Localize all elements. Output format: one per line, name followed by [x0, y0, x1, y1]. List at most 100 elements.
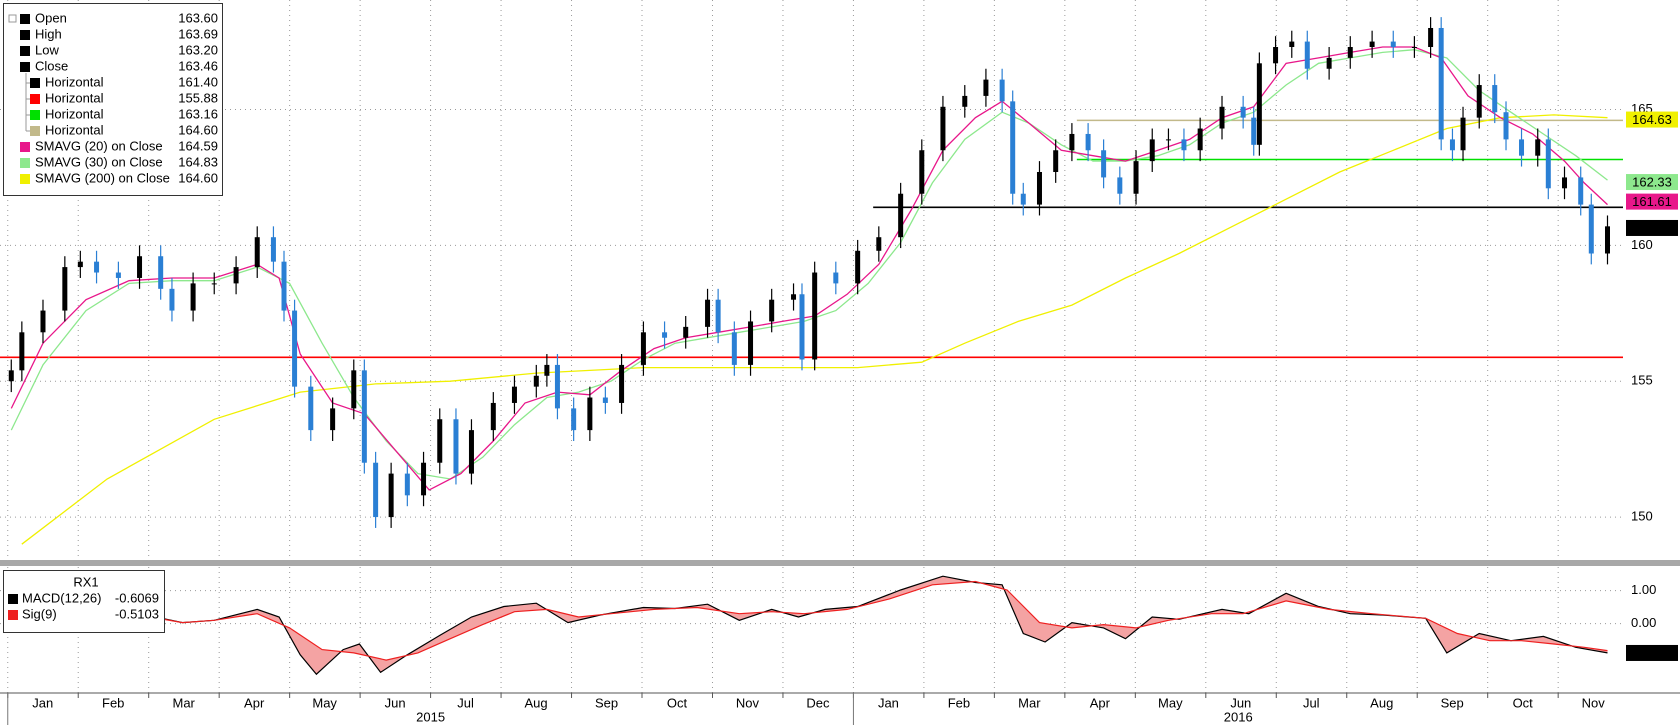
y-tick-label: 160: [1631, 237, 1653, 252]
candle-body: [1197, 128, 1203, 151]
x-tick-label: Jan: [878, 695, 899, 710]
legend-value: 155.88: [178, 90, 218, 105]
candle-body: [1101, 150, 1107, 178]
candle-body: [602, 397, 608, 403]
last-value-box: [1626, 644, 1678, 661]
y-tick-label: 0.00: [1631, 615, 1656, 630]
legends: Open 163.60 High 163.69 Low 163.20 Close 163.46…: [3, 3, 223, 633]
candle-body: [453, 419, 459, 474]
x-tick-label: Jan: [32, 695, 53, 710]
legend-label: SMAVG (200) on Close: [35, 170, 170, 185]
legend-value: 163.16: [178, 106, 218, 121]
legend-label: SMAVG (30) on Close: [35, 154, 163, 169]
legend-swatch: [20, 46, 30, 56]
candle-body: [468, 430, 474, 474]
x-tick-label: Aug: [1370, 695, 1393, 710]
legend-swatch: [20, 142, 30, 152]
candle-body: [1503, 112, 1509, 140]
candle-body: [1036, 171, 1042, 205]
candle-body: [1535, 139, 1541, 156]
x-tick-label: Sep: [1441, 695, 1464, 710]
candle-body: [571, 408, 577, 431]
candle-body: [211, 283, 217, 285]
candle-body: [855, 250, 861, 284]
x-axis: Jan Feb Mar Apr May Jun Jul Aug Sep Oct Nov Dec Jan F…: [7, 693, 1606, 725]
candle-body: [533, 375, 539, 387]
legend-label: Open: [35, 10, 67, 25]
candle-body: [1604, 226, 1610, 254]
legend-value: -0.5103: [115, 606, 159, 621]
candle-body: [77, 261, 83, 268]
legend-value: 163.60: [178, 10, 218, 25]
candle-body: [876, 237, 882, 251]
last-value-label: 161.61: [1632, 194, 1672, 209]
candle-body: [769, 299, 775, 322]
legend-title: RX1: [73, 574, 98, 589]
candle-body: [404, 473, 410, 496]
y-tick-label: 1.00: [1631, 582, 1656, 597]
candle-body: [705, 299, 711, 327]
legend-value: 164.59: [178, 138, 218, 153]
x-tick-label: Feb: [102, 695, 124, 710]
candle-body: [1133, 161, 1139, 194]
right-axis: 1501551601651.000.00161.61162.33164.6316…: [1626, 101, 1678, 661]
candle-body: [19, 332, 25, 371]
x-tick-label: Nov: [1582, 695, 1606, 710]
candle-body: [619, 364, 625, 403]
candle-body: [490, 402, 496, 431]
candle-body: [791, 294, 797, 300]
x-tick-label: Oct: [667, 695, 688, 710]
panel-separator: [0, 560, 1680, 566]
legend-label: Horizontal: [45, 106, 104, 121]
y-tick-label: 150: [1631, 509, 1653, 524]
candle-body: [962, 95, 968, 107]
x-tick-label: Aug: [524, 695, 547, 710]
candle-body: [388, 473, 394, 518]
candle-body: [1053, 150, 1059, 172]
candle-body: [983, 79, 989, 96]
candle-body: [511, 386, 517, 403]
y-tick-label: 155: [1631, 373, 1653, 388]
candle-body: [748, 321, 754, 365]
legend-value: 164.60: [178, 170, 218, 185]
candle-body: [373, 462, 379, 518]
candle-body: [1181, 139, 1187, 151]
last-value-box: [1626, 111, 1678, 128]
candle-body: [587, 397, 593, 431]
macd-panel: [0, 567, 1623, 693]
candle-body: [1069, 133, 1075, 151]
last-value-label: -0.893: [1634, 645, 1671, 660]
candle-body: [554, 364, 560, 409]
candle-body: [1390, 41, 1396, 48]
legend-swatch: [20, 174, 30, 184]
legend-swatch: [30, 126, 40, 136]
legend-label: High: [35, 26, 62, 41]
legend-swatch: [30, 110, 40, 120]
candle-body: [1519, 139, 1525, 156]
candle-body: [62, 267, 68, 311]
legend-swatch: [30, 94, 40, 104]
x-tick-label: Jun: [1230, 695, 1251, 710]
candle-body: [1545, 139, 1551, 189]
candle-body: [351, 370, 357, 409]
legend-label: SMAVG (20) on Close: [35, 138, 163, 153]
legend-swatch: [20, 14, 30, 24]
x-tick-label: Apr: [1090, 695, 1111, 710]
candle-body: [1251, 117, 1257, 145]
candle-body: [662, 332, 668, 338]
legend-value: 163.46: [178, 58, 218, 73]
legend-label: Horizontal: [45, 74, 104, 89]
legend-label: Sig(9): [22, 606, 57, 621]
x-group-label: 2016: [1224, 709, 1253, 724]
candle-body: [940, 106, 946, 151]
candle-body: [1165, 139, 1171, 141]
legend-label: Horizontal: [45, 122, 104, 137]
candle-body: [1117, 177, 1123, 194]
x-tick-label: Mar: [173, 695, 196, 710]
candle-body: [190, 283, 196, 311]
candle-body: [1347, 47, 1353, 58]
candle-body: [683, 326, 689, 338]
legend-swatch: [20, 62, 30, 72]
candle-body: [292, 310, 298, 387]
